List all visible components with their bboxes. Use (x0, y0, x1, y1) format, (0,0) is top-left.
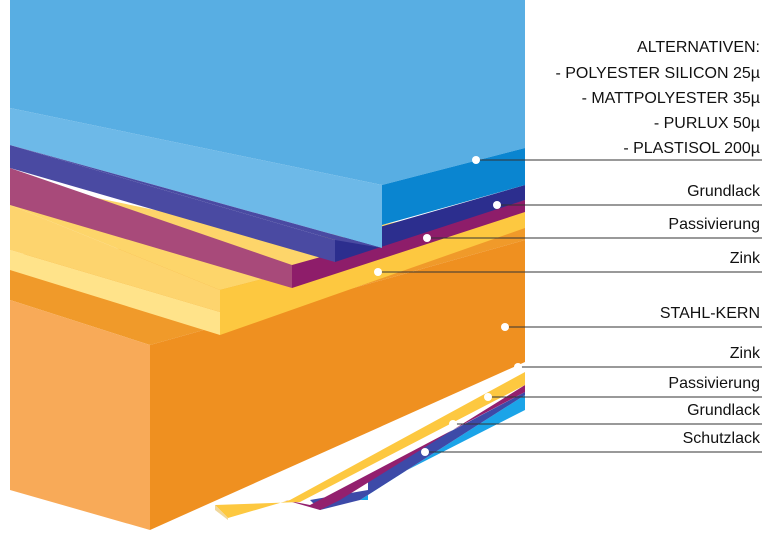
steel-left-face (10, 300, 150, 530)
grundlack-left-face (10, 145, 335, 262)
top-coating (10, 0, 525, 248)
passivierung-left-face (10, 168, 292, 288)
steel-right-face (150, 240, 525, 530)
leader-dot (514, 363, 522, 371)
leader-dot (484, 393, 492, 401)
leader-dot (374, 268, 382, 276)
layer-label: Grundlack (687, 402, 761, 419)
leader-dot (423, 234, 431, 242)
alternative-option: - PURLUX 50µ (654, 115, 760, 132)
layer-label: Passivierung (668, 216, 760, 233)
alternative-option: - PLASTISOL 200µ (623, 140, 760, 157)
layer-label: Zink (730, 250, 761, 267)
leader-dot (421, 448, 429, 456)
grundlack-right-face (335, 185, 525, 262)
zink-bottom-edge (215, 505, 228, 520)
labels: ALTERNATIVEN: - POLYESTER SILICON 25µ - M… (374, 39, 762, 456)
passivierung-right-face (292, 200, 525, 288)
coating-right-face (382, 148, 525, 225)
layer-label: STAHL-KERN (660, 305, 760, 322)
alternative-option: - POLYESTER SILICON 25µ (555, 65, 760, 82)
layer-label: Grundlack (687, 183, 761, 200)
passivierung-layer (10, 168, 525, 288)
leader-dot (472, 156, 480, 164)
zink-right-face (220, 212, 525, 335)
coating-top (10, 0, 525, 185)
layer-label: Schutzlack (683, 430, 761, 447)
alternative-option: - MATTPOLYESTER 35µ (582, 90, 760, 107)
grundlack-layer (10, 145, 525, 262)
layer-label: Zink (730, 345, 761, 362)
leader-dot (449, 420, 457, 428)
leader-dot (493, 201, 501, 209)
bottom-layers (215, 372, 525, 520)
alternatives-title: ALTERNATIVEN: (637, 39, 760, 56)
layer-label: Passivierung (668, 375, 760, 392)
coating-left-face (10, 108, 382, 248)
coating-shadow (10, 145, 382, 248)
leader-dot (501, 323, 509, 331)
zink-left-face-top (10, 205, 220, 312)
zink-left-face (10, 250, 220, 335)
